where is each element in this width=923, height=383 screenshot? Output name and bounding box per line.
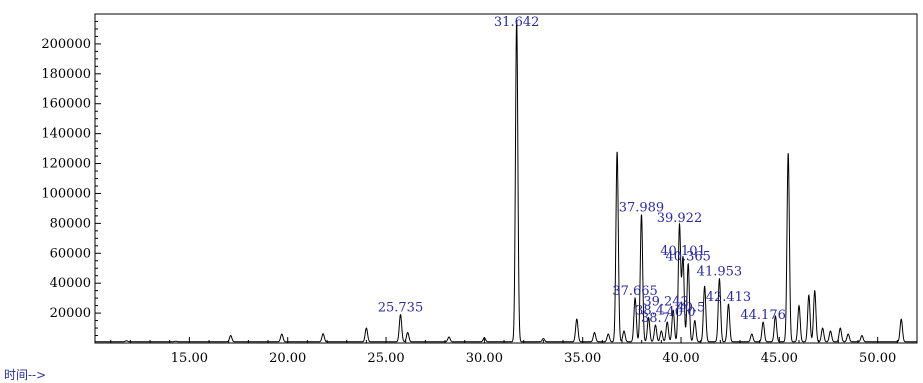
chromatogram-trace: [95, 20, 917, 342]
x-tick-label: 20.00: [269, 351, 306, 366]
peak-label: 44.176: [740, 308, 786, 323]
y-tick-label: 180000: [41, 67, 91, 82]
x-tick-label: 40.00: [662, 351, 699, 366]
x-tick-label: 15.00: [171, 351, 208, 366]
y-tick-label: 100000: [41, 186, 91, 201]
y-tick-label: 200000: [41, 37, 91, 52]
y-tick-label: 160000: [41, 97, 91, 112]
peak-label: 25.735: [378, 301, 424, 316]
plot-frame: [95, 14, 917, 343]
y-axis: 20000 40000 60000 80000 100000 120000 140000 16…: [41, 14, 101, 336]
x-tick-label: 25.00: [367, 351, 404, 366]
y-tick-label: 120000: [41, 157, 91, 172]
peak-label: 41.953: [697, 265, 743, 280]
x-axis-title: 时间-->: [4, 368, 46, 382]
peak-labels: 31.64225.73537.98939.92240.10140.36541.9…: [378, 15, 786, 326]
x-tick-label: 45.00: [761, 351, 798, 366]
peak-label: 40.5: [676, 301, 705, 316]
x-tick-label: 50.00: [859, 351, 896, 366]
x-tick-label: 30.00: [466, 351, 503, 366]
y-tick-label: 40000: [50, 276, 91, 291]
peak-label: 39.922: [657, 211, 703, 226]
y-tick-label: 20000: [50, 306, 91, 321]
y-tick-label: 80000: [50, 216, 91, 231]
peak-label: 42.413: [706, 290, 752, 305]
x-tick-label: 35.00: [564, 351, 601, 366]
peak-label: 31.642: [494, 15, 540, 30]
peak-label: 40.365: [665, 250, 711, 265]
y-tick-label: 140000: [41, 127, 91, 142]
y-tick-label: 60000: [50, 246, 91, 261]
